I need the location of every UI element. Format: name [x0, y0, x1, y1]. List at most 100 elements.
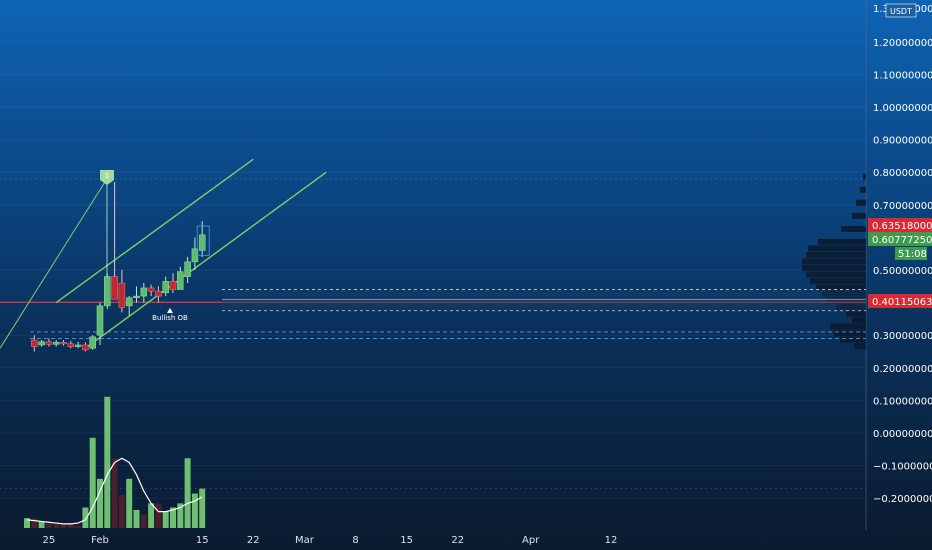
- volume-profile-bar: [852, 317, 866, 324]
- candle-body: [198, 234, 206, 251]
- volume-profile-bar: [818, 238, 866, 245]
- volume-bar: [155, 503, 162, 528]
- volume-profile-bar: [863, 173, 866, 180]
- volume-profile-bar: [841, 225, 866, 232]
- price-tick-label: 0.50000000: [873, 266, 932, 277]
- candle-body: [111, 276, 118, 300]
- high-price-tag-bg: [868, 218, 932, 232]
- volume-bar: [45, 523, 52, 528]
- candle-body: [177, 271, 184, 290]
- grid-layer: [865, 0, 867, 530]
- volume-bar: [148, 503, 155, 528]
- last-price-tag: 0.60777250: [872, 235, 932, 246]
- support-price-tag: 0.40115063: [872, 297, 932, 308]
- time-tick-label: Feb: [91, 535, 109, 546]
- volume-bar: [177, 503, 184, 528]
- candle-body: [96, 305, 104, 336]
- currency-badge[interactable]: USDT: [890, 7, 912, 16]
- volume-bar: [133, 509, 140, 528]
- volume-profile-bar: [840, 336, 866, 343]
- candle-body: [133, 295, 140, 298]
- volume-profile-bar: [806, 271, 866, 278]
- candle-body: [60, 342, 67, 345]
- volume-profile-bar: [808, 245, 866, 252]
- high-price-tag: 0.63518000: [872, 221, 932, 232]
- volume-profile-bar: [836, 304, 866, 311]
- price-tick-label: 0.00000000: [873, 429, 932, 440]
- time-tick-label: 15: [400, 535, 413, 546]
- volume-bar: [118, 495, 125, 528]
- volume-bar: [111, 458, 118, 528]
- price-tick-label: 0.30000000: [873, 331, 932, 342]
- candle-body: [162, 281, 169, 294]
- bullish-ob-label: Bullish OB: [152, 314, 188, 322]
- countdown-tag-bg: [895, 247, 927, 260]
- candle-body: [45, 341, 53, 345]
- volume-profile-bar: [854, 343, 866, 350]
- price-tick-label: 0.90000000: [873, 136, 932, 147]
- volume-profile-bar: [834, 330, 866, 337]
- volume-profile-bar: [806, 251, 866, 258]
- volume-profile-bar: [860, 186, 866, 193]
- trend-channel: [0, 158, 327, 349]
- price-tick-label: 0.70000000: [873, 201, 932, 212]
- order-block-zone: [222, 289, 866, 311]
- volume-bar: [75, 525, 82, 528]
- volume-profile-bar: [816, 284, 866, 291]
- time-axis[interactable]: 25 Feb 15 22 Mar 8 15 22 Apr 12: [43, 535, 618, 546]
- volume-bar: [53, 523, 60, 528]
- volume-bar: [126, 478, 133, 528]
- price-tick-label: 0.20000000: [873, 364, 932, 375]
- last-price-tag-bg: [868, 232, 932, 246]
- time-tick-label: 15: [196, 535, 209, 546]
- last-candle-box: [196, 225, 210, 256]
- price-tick-label: 1.20000000: [873, 38, 932, 49]
- volume-bar: [97, 478, 103, 528]
- volume-profile-bar: [826, 297, 866, 304]
- marker-flag[interactable]: [100, 170, 114, 185]
- time-tick-label: Mar: [295, 535, 315, 546]
- price-tags: 0.63518000 0.60777250 51:08 0.40115063 U…: [868, 3, 932, 308]
- currency-badge-bg[interactable]: [885, 3, 917, 18]
- candle-body: [74, 344, 82, 347]
- volume-profile-bar: [846, 310, 866, 317]
- channel-lower-line: [84, 171, 327, 349]
- bullish-ob-marker: [167, 308, 173, 313]
- volume-bar: [67, 523, 74, 528]
- marker-label[interactable]: 1: [105, 172, 109, 180]
- volume-bar: [82, 507, 89, 528]
- candle-body: [82, 344, 89, 351]
- volume-profile-bar: [856, 199, 866, 206]
- candle-body: [125, 297, 133, 307]
- volume-bar: [162, 511, 169, 528]
- impulse-line: [0, 178, 108, 349]
- volume-bar: [104, 396, 111, 528]
- time-tick-label: 12: [605, 535, 618, 546]
- price-tick-label: 0.10000000: [873, 396, 932, 407]
- candle-body: [38, 341, 45, 346]
- volume-profile-bar: [802, 265, 866, 271]
- time-tick-label: 8: [352, 535, 358, 546]
- candle-body: [147, 287, 155, 292]
- volume-histogram: [24, 396, 206, 528]
- price-tick-label: −0.20000000: [873, 494, 932, 505]
- candle-body: [140, 287, 148, 297]
- volume-bar: [170, 507, 176, 528]
- candle-body: [155, 290, 162, 297]
- volume-profile: [802, 173, 866, 350]
- volume-bar: [140, 514, 147, 528]
- price-tick-label: 1.00000000: [873, 103, 932, 114]
- candle-body: [31, 339, 38, 347]
- volume-bar: [184, 458, 191, 528]
- countdown-tag: 51:08: [898, 249, 927, 260]
- candle-body: [104, 276, 111, 307]
- volume-bar: [89, 437, 96, 528]
- time-tick-label: 22: [247, 535, 260, 546]
- volume-profile-bar: [810, 278, 866, 285]
- volume-profile-bar: [852, 212, 866, 219]
- time-tick-label: 25: [43, 535, 56, 546]
- candlestick-series: [31, 181, 210, 352]
- time-tick-label: Apr: [522, 535, 540, 546]
- candle-body: [89, 336, 96, 349]
